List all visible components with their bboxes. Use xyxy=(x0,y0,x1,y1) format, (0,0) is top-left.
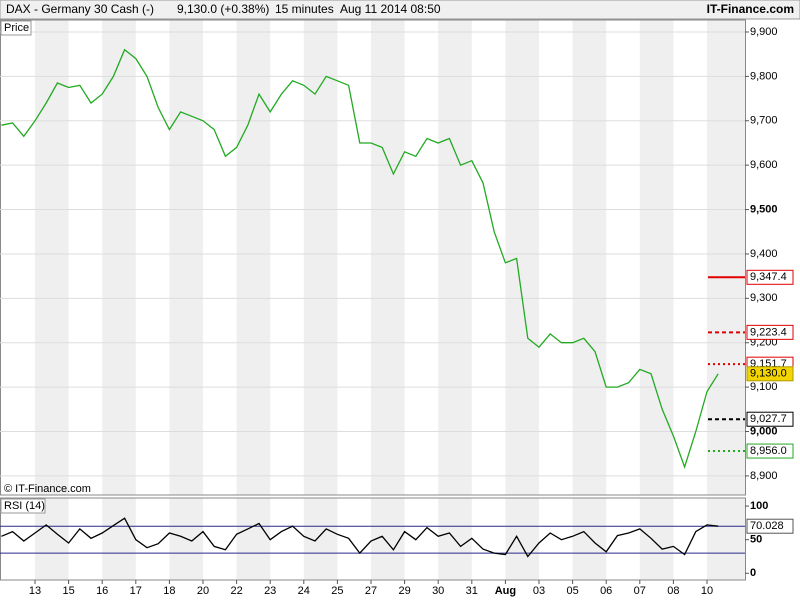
current-price-box xyxy=(746,366,794,382)
panel-title: RSI (14) xyxy=(4,500,45,512)
y-tick-label: 100 xyxy=(750,500,768,512)
x-tick-label: 08 xyxy=(667,585,679,597)
price-line xyxy=(1,48,719,470)
x-tick-label: 27 xyxy=(365,585,377,597)
day-band xyxy=(236,498,271,580)
x-tick-label: 17 xyxy=(130,585,142,597)
y-tick-label: 0 xyxy=(750,567,756,579)
day-band xyxy=(102,20,136,495)
x-tick-label: 13 xyxy=(29,585,41,597)
plot-layer: 8,9009,0009,1009,2009,3009,4009,5009,600… xyxy=(0,19,794,597)
source-note: © IT-Finance.com xyxy=(4,483,91,495)
x-tick-label: 15 xyxy=(62,585,74,597)
x-tick-label: 07 xyxy=(634,585,646,597)
x-tick-label: 29 xyxy=(398,585,410,597)
day-band xyxy=(707,498,745,580)
day-band xyxy=(102,498,136,580)
x-tick-label: Aug xyxy=(495,585,516,597)
interval: 15 minutes xyxy=(275,2,334,16)
x-tick-label: 16 xyxy=(96,585,108,597)
day-band xyxy=(438,20,472,495)
price-level-label: 8,956.0 xyxy=(750,445,787,457)
y-tick-label: 9,000 xyxy=(750,425,778,437)
quote: 9,130.0 (+0.38%) xyxy=(177,2,269,16)
x-tick-label: 06 xyxy=(600,585,612,597)
price-level-label: 9,347.4 xyxy=(750,271,787,283)
y-tick-label: 9,600 xyxy=(750,159,778,171)
y-tick-label: 50 xyxy=(750,534,762,546)
day-band xyxy=(303,20,338,495)
y-tick-label: 9,400 xyxy=(750,248,778,260)
day-band xyxy=(572,498,607,580)
panel-title-box xyxy=(0,20,32,36)
x-tick-label: 25 xyxy=(331,585,343,597)
y-tick-label: 8,900 xyxy=(750,470,778,482)
day-band xyxy=(236,20,271,495)
day-band xyxy=(572,20,607,495)
day-band xyxy=(505,20,539,495)
rsi-line xyxy=(1,517,719,558)
day-band xyxy=(639,20,674,495)
rsi-value-label: 70.028 xyxy=(750,520,784,532)
header-bar xyxy=(0,0,800,20)
y-tick-label: 9,700 xyxy=(750,115,778,127)
instrument: DAX - Germany 30 Cash (-) xyxy=(6,2,154,16)
day-band xyxy=(505,498,539,580)
price-level-label: 9,223.4 xyxy=(750,326,787,338)
x-tick-label: 05 xyxy=(566,585,578,597)
y-tick-label: 9,900 xyxy=(750,26,778,38)
price-level-box xyxy=(746,324,794,340)
y-tick-label: 9,100 xyxy=(750,381,778,393)
x-tick-label: 30 xyxy=(432,585,444,597)
x-tick-label: 23 xyxy=(264,585,276,597)
datetime: Aug 11 2014 08:50 xyxy=(340,2,441,16)
plot-frame xyxy=(0,19,746,496)
x-tick-label: 31 xyxy=(466,585,478,597)
rsi-value-box xyxy=(746,518,794,534)
y-tick-label: 9,500 xyxy=(750,203,778,215)
price-level-label: 9,027.7 xyxy=(750,413,787,425)
current-price-label: 9,130.0 xyxy=(750,368,787,380)
brand: IT-Finance.com xyxy=(707,2,794,16)
panel-title-box xyxy=(0,498,46,514)
day-band xyxy=(371,20,405,495)
y-tick-label: 9,300 xyxy=(750,292,778,304)
y-tick-label: 9,800 xyxy=(750,70,778,82)
panel-title: Price xyxy=(4,22,29,34)
price-level-box xyxy=(746,411,794,427)
x-tick-label: 24 xyxy=(298,585,310,597)
x-tick-label: 18 xyxy=(163,585,175,597)
x-tick-label: 10 xyxy=(701,585,713,597)
price-level-box xyxy=(746,269,794,285)
price-level-box xyxy=(746,443,794,459)
day-band xyxy=(707,20,745,495)
day-band xyxy=(35,20,69,495)
day-band xyxy=(169,20,203,495)
x-tick-label: 03 xyxy=(533,585,545,597)
x-tick-label: 22 xyxy=(230,585,242,597)
x-tick-label: 20 xyxy=(197,585,209,597)
day-band xyxy=(639,498,674,580)
